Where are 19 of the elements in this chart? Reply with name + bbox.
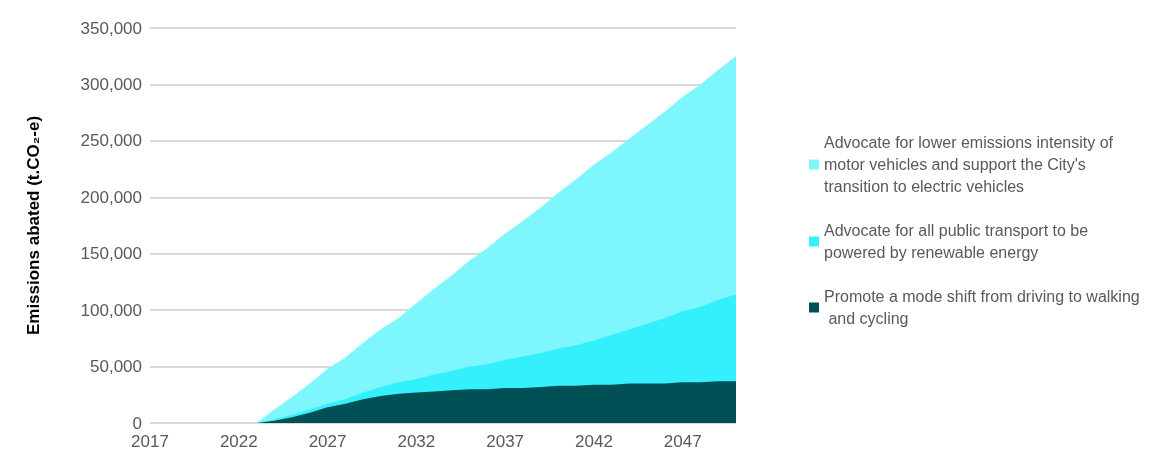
y-axis-title: Emissions abated (t.CO₂-e): [24, 115, 43, 336]
legend-label: Advocate for lower emissions intensity of motor vehicles and support the City's transition to electric vehicles: [824, 134, 1118, 195]
y-tick-label: 0: [132, 413, 142, 433]
legend-label: Promote a mode shift from driving to walking and cycling: [824, 288, 1140, 327]
x-tick-label: 2017: [131, 432, 169, 451]
y-tick-label: 200,000: [80, 187, 142, 207]
y-tick-label: 250,000: [80, 131, 142, 151]
y-tick-label: 350,000: [80, 18, 142, 38]
x-tick-label: 2042: [575, 432, 613, 451]
legend-label: Advocate for all public transport to be powered by renewable energy: [824, 222, 1093, 261]
x-tick-label: 2047: [663, 432, 702, 451]
x-tick-label: 2027: [308, 432, 347, 451]
y-tick-label: 50,000: [90, 357, 142, 377]
y-tick-label: 300,000: [80, 74, 142, 94]
x-tick-label: 2032: [397, 432, 436, 451]
y-tick-label: 150,000: [80, 244, 142, 264]
x-tick-label: 2037: [486, 432, 525, 451]
x-tick-label: 2022: [219, 432, 258, 451]
y-tick-label: 100,000: [80, 300, 142, 320]
